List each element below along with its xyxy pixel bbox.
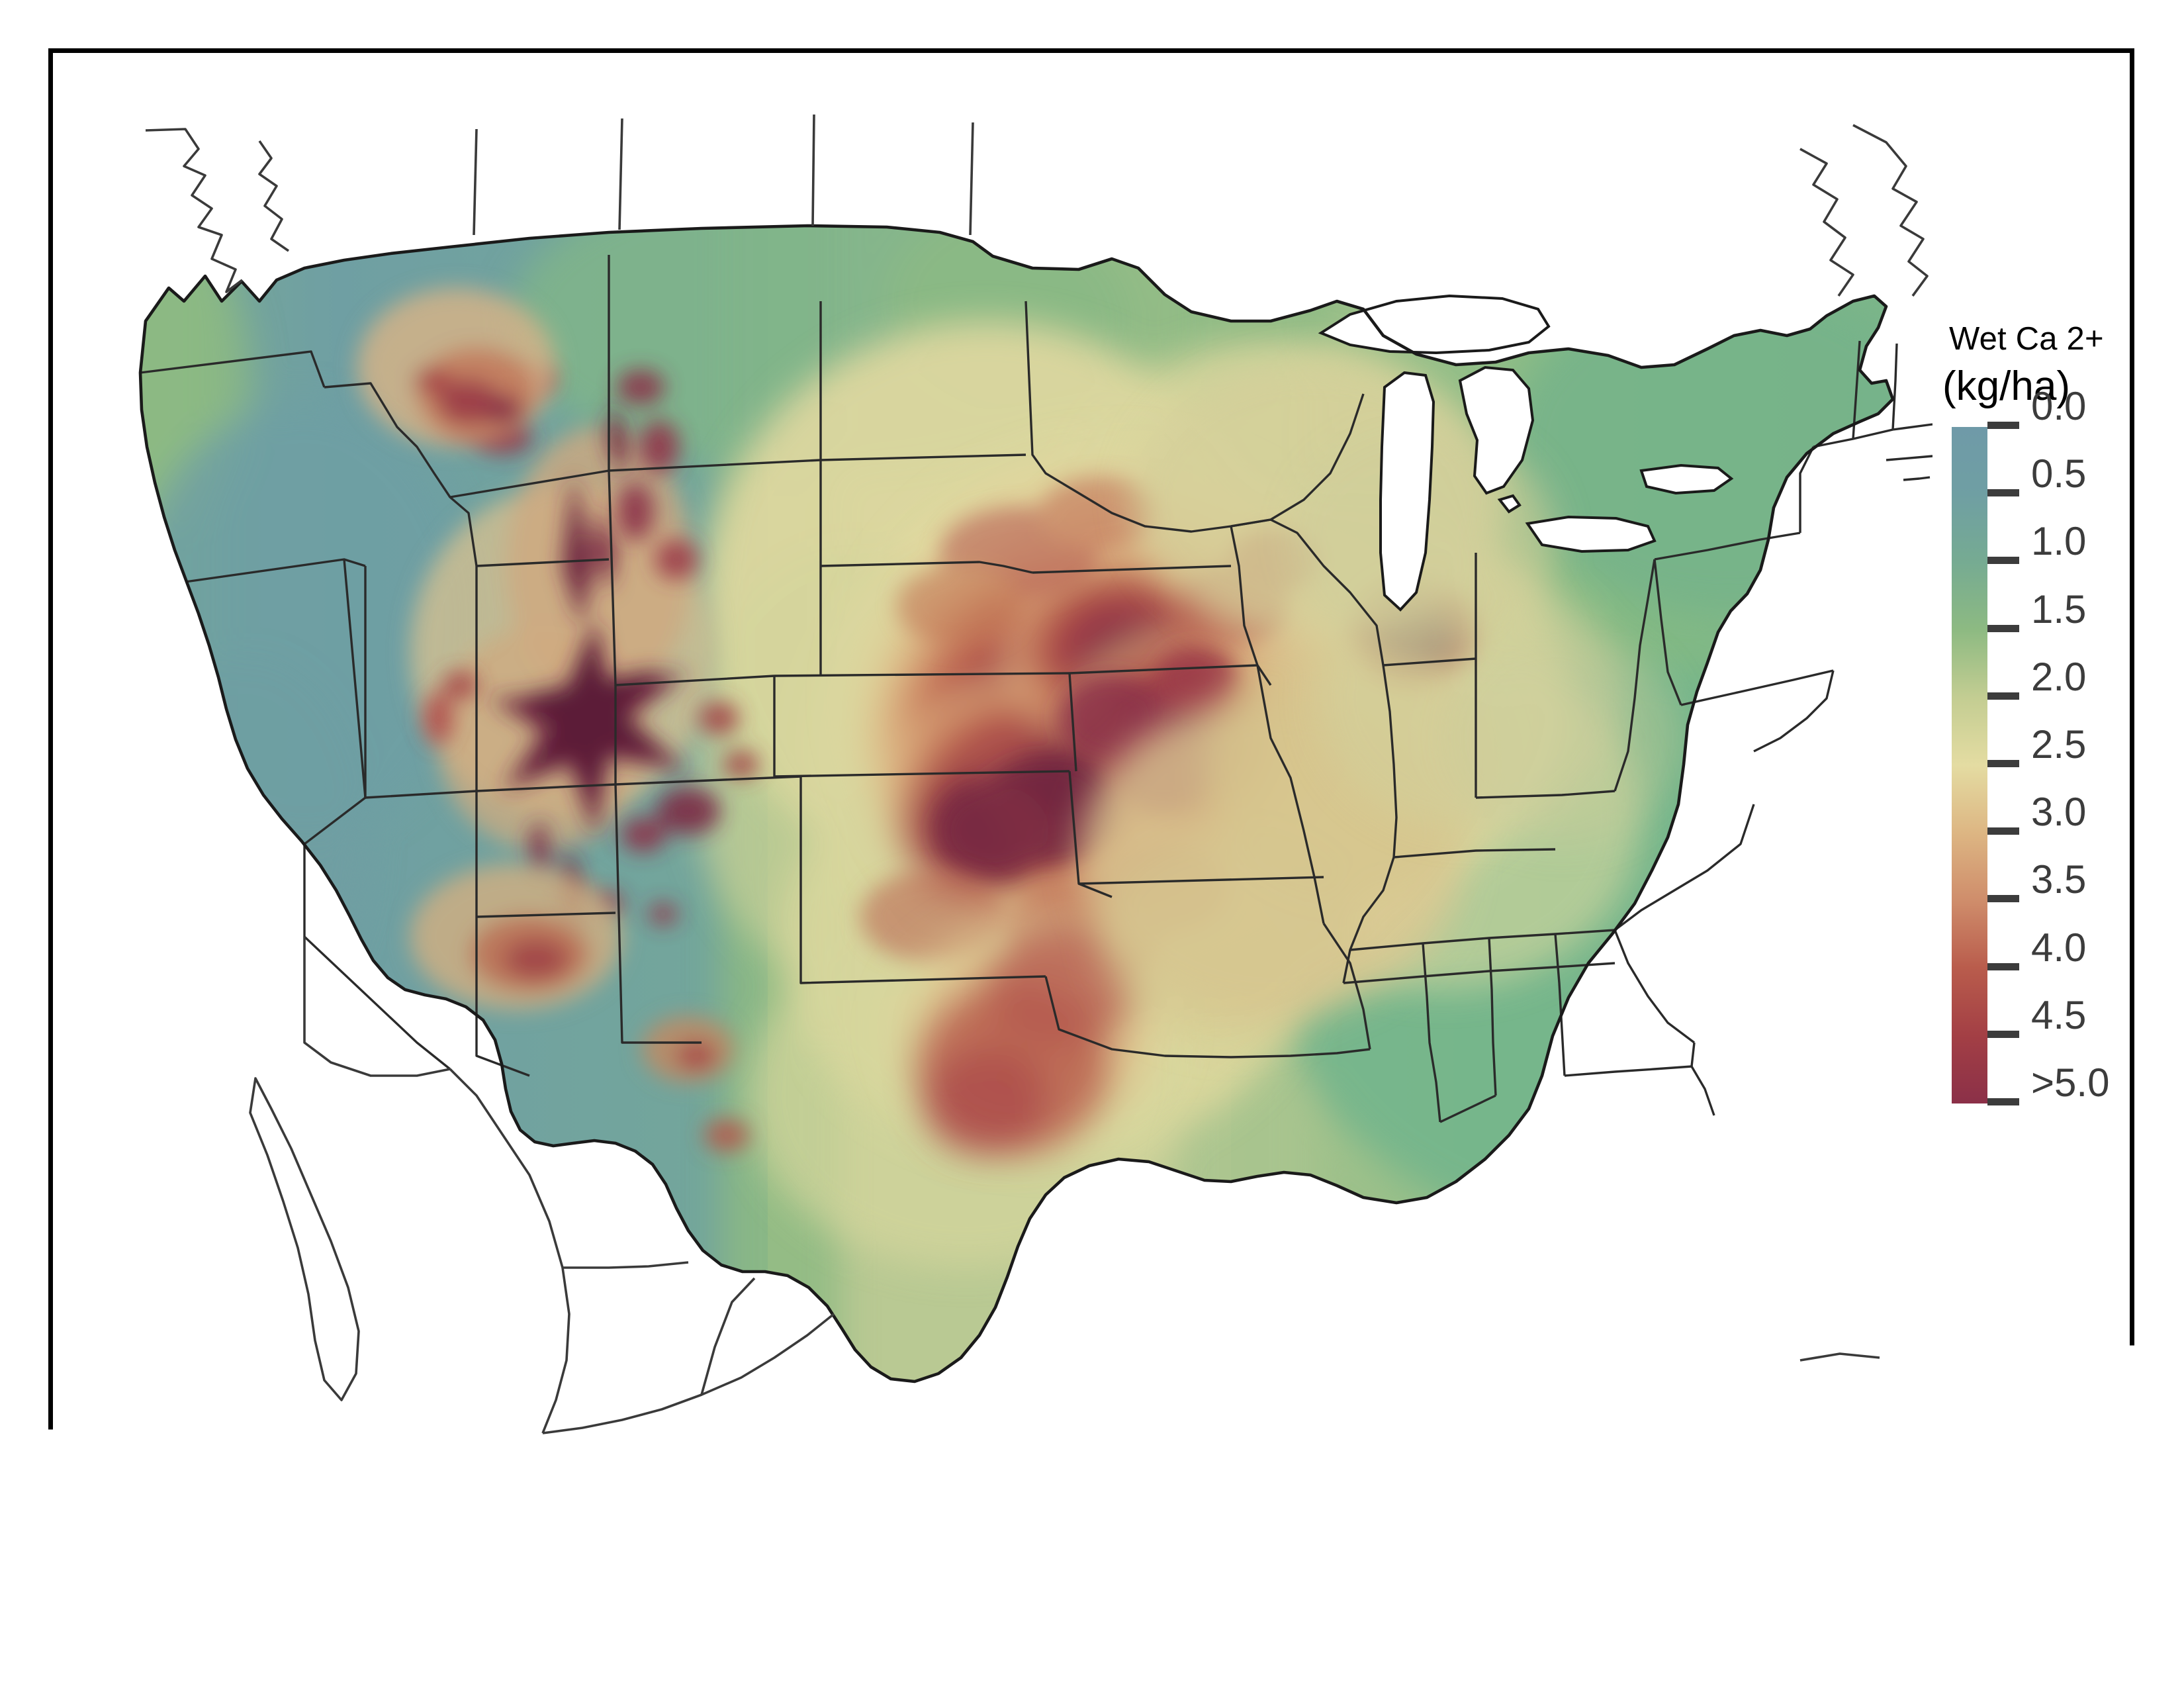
tick-mark [1987, 489, 2019, 496]
map-raster-layer [106, 103, 1933, 1446]
tick-label: 1.0 [2031, 522, 2086, 561]
tick-label: 0.5 [2031, 454, 2086, 494]
tick-mark [1987, 760, 2019, 767]
tick-label: 4.5 [2031, 996, 2086, 1035]
tick-mark [1987, 422, 2019, 429]
tick-label: 4.0 [2031, 928, 2086, 968]
tick-mark [1987, 1031, 2019, 1038]
figure-page: Wet Ca 2+ (kg/ha) 0.0 0.5 1.0 1.5 2.0 2.5 3.0 3… [0, 0, 2184, 1688]
tick-mark [1987, 963, 2019, 970]
tick-mark [1987, 692, 2019, 700]
colorbar-gradient[interactable] [1952, 427, 1987, 1103]
figure-source: Source: v2022.2, data: CASTNET/CMAQ/NADP [154, 1627, 944, 1675]
colorbar-legend: Wet Ca 2+ (kg/ha) 0.0 0.5 1.0 1.5 2.0 2.5 3.0 3… [1903, 318, 2184, 1112]
tick-label: 1.5 [2031, 590, 2086, 630]
map-panel [106, 103, 1933, 1446]
tick-mark [1987, 625, 2019, 632]
colorbar-ticks: 0.0 0.5 1.0 1.5 2.0 2.5 3.0 3.5 4.0 4.5 >5.0 [1987, 427, 2183, 1103]
tick-label: 2.0 [2031, 657, 2086, 697]
figure-agency: USEPA 04/03/23 [1739, 1627, 2016, 1675]
tick-mark [1987, 827, 2019, 835]
tick-label: 3.5 [2031, 860, 2086, 900]
tick-label: 0.0 [2031, 387, 2086, 426]
tick-label: 3.0 [2031, 792, 2086, 832]
deposition-map [106, 103, 1933, 1446]
colorbar-wrap: 0.0 0.5 1.0 1.5 2.0 2.5 3.0 3.5 4.0 4.5 >5.0 [1952, 427, 2183, 1103]
tick-mark [1987, 557, 2019, 564]
figure-frame: Wet Ca 2+ (kg/ha) 0.0 0.5 1.0 1.5 2.0 2.5 3.0 3… [48, 48, 2134, 1638]
idaho-hotspot [357, 288, 556, 447]
tick-label: >5.0 [2031, 1063, 2109, 1103]
tick-mark [1987, 895, 2019, 902]
tick-mark [1987, 1098, 2019, 1105]
tick-label: 2.5 [2031, 725, 2086, 765]
legend-title: Wet Ca 2+ [1949, 320, 2104, 357]
figure-title: Wet calcium deposition 1012 [1317, 1554, 1850, 1603]
